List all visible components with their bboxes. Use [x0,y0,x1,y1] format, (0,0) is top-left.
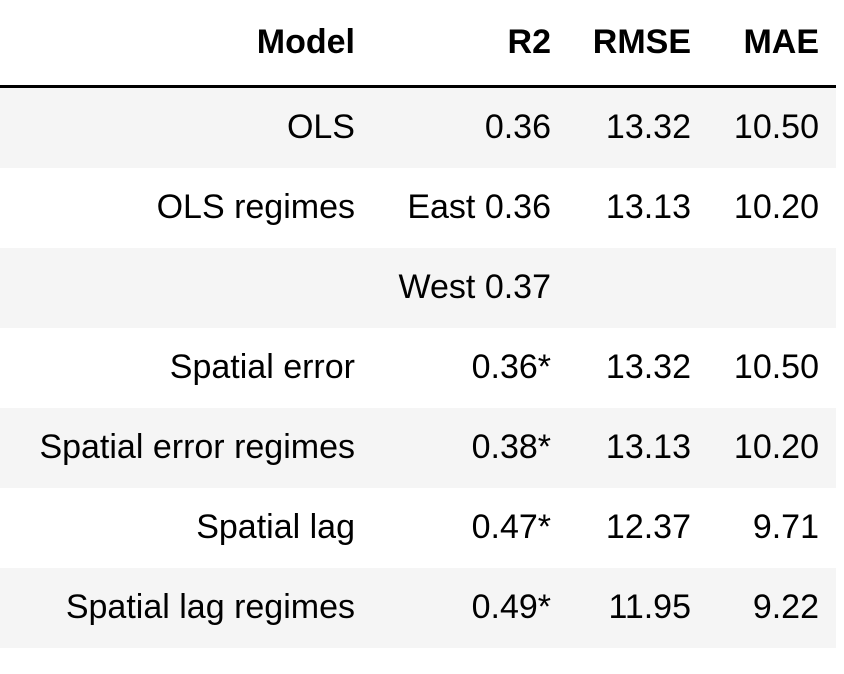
cell-model: Spatial lag [0,487,372,568]
cell-mae: 10.50 [708,86,836,168]
cell-rmse: 13.13 [568,167,708,248]
header-r2: R2 [372,0,568,88]
cell-r2: West 0.37 [372,247,568,328]
table-row: OLS 0.36 13.32 10.50 [0,86,836,168]
cell-mae: 9.71 [708,487,836,568]
table-row: OLS regimes East 0.36 13.13 10.20 [0,167,836,248]
cell-r2: East 0.36 [372,167,568,248]
cell-rmse: 13.13 [568,407,708,488]
cell-mae: 10.20 [708,167,836,248]
header-rmse: RMSE [568,0,708,88]
cell-r2: 0.47* [372,487,568,568]
cell-model: Spatial error [0,327,372,408]
header-model: Model [0,0,372,88]
cell-mae: 9.22 [708,567,836,648]
cell-rmse: 11.95 [568,567,708,648]
header-row: Model R2 RMSE MAE [0,0,836,88]
cell-r2: 0.36* [372,327,568,408]
header-mae: MAE [708,0,836,88]
cell-rmse: 13.32 [568,86,708,168]
cell-model [0,247,372,328]
cell-r2: 0.38* [372,407,568,488]
table-row: Spatial error regimes 0.38* 13.13 10.20 [0,407,836,488]
cell-rmse: 13.32 [568,327,708,408]
cell-mae: 10.20 [708,407,836,488]
cell-model: Spatial error regimes [0,407,372,488]
table-header: Model R2 RMSE MAE [0,0,836,88]
table-row: Spatial lag 0.47* 12.37 9.71 [0,487,836,568]
cell-model: OLS regimes [0,167,372,248]
results-table: Model R2 RMSE MAE OLS 0.36 13.32 10.50 O… [0,0,836,648]
cell-model: Spatial lag regimes [0,567,372,648]
table-body: OLS 0.36 13.32 10.50 OLS regimes East 0.… [0,86,836,648]
cell-rmse [568,247,708,328]
table-row: Spatial lag regimes 0.49* 11.95 9.22 [0,567,836,648]
cell-model: OLS [0,86,372,168]
cell-r2: 0.49* [372,567,568,648]
table-row: West 0.37 [0,247,836,328]
cell-rmse: 12.37 [568,487,708,568]
cell-mae [708,247,836,328]
cell-r2: 0.36 [372,86,568,168]
table-row: Spatial error 0.36* 13.32 10.50 [0,327,836,408]
cell-mae: 10.50 [708,327,836,408]
